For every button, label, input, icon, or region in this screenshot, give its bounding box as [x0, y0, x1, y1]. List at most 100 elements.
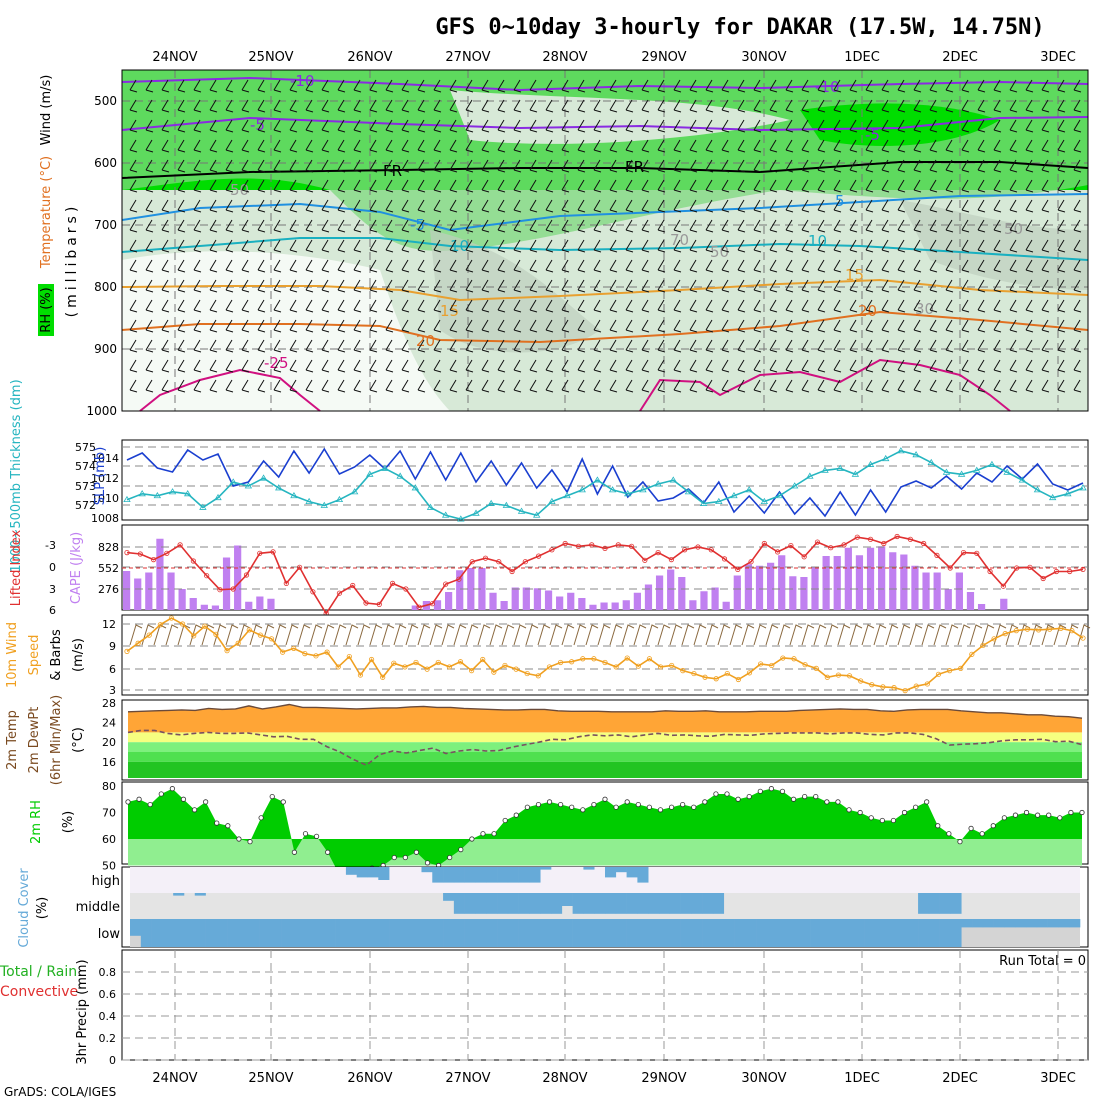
wind-barb	[673, 219, 682, 233]
wind-speed-point	[179, 621, 186, 627]
wind-barb	[561, 279, 570, 293]
wind-speed-point	[724, 670, 730, 677]
rh2m-point	[580, 807, 586, 813]
wind-barb	[673, 119, 682, 133]
wind-barb	[753, 139, 762, 153]
wind-barb	[945, 379, 954, 393]
cloud-bar-low	[291, 919, 304, 947]
wind10m-barb	[417, 624, 431, 646]
wind-barb	[641, 339, 650, 353]
wind10m-barb	[705, 624, 719, 646]
wind-barb	[241, 299, 250, 313]
wind-speed-point	[324, 649, 330, 655]
wind-barb	[305, 159, 314, 173]
wind-barb	[817, 79, 826, 93]
cape-bar	[189, 598, 197, 610]
y-tick-slp: 1008	[91, 512, 119, 525]
date-label-bottom: 30NOV	[741, 1071, 786, 1086]
cloud-bar-low	[421, 919, 433, 947]
thickness-point	[168, 488, 177, 495]
lifted-index-point	[974, 550, 980, 556]
wind-barb	[961, 179, 970, 193]
wind-barb	[913, 279, 922, 293]
wind-barb	[737, 319, 746, 333]
wind-barb	[865, 199, 874, 213]
wind-barb	[769, 179, 778, 193]
wind-speed-point	[335, 664, 341, 670]
wind-barb	[241, 99, 250, 113]
contour-line	[121, 310, 1089, 344]
date-label-bottom: 25NOV	[248, 1071, 293, 1086]
wind-barb	[225, 159, 234, 173]
wind-barb	[257, 379, 266, 393]
wind-barb	[833, 79, 842, 93]
wind-barb	[993, 199, 1002, 213]
wind-barb	[721, 359, 730, 373]
wind-barb	[1009, 219, 1018, 233]
cloud-bar-low	[691, 919, 703, 947]
thickness-point	[624, 490, 632, 497]
cape-bar	[578, 598, 586, 610]
wind-barb	[417, 339, 426, 353]
y-tick-wind: 3	[109, 684, 116, 697]
wind-barb	[305, 379, 314, 393]
wind-barb	[641, 379, 650, 393]
cloud-bar-low	[918, 919, 930, 947]
wind-speed-point	[613, 664, 619, 670]
cloud-bar-low	[237, 919, 250, 947]
y-tick-temp: 16	[102, 756, 116, 769]
wind-barb	[145, 199, 154, 213]
wind-barb	[449, 319, 458, 333]
lifted-index-point	[814, 539, 821, 545]
lifted-index-point	[642, 557, 648, 563]
wind-speed-point	[224, 648, 230, 654]
wind-barb	[913, 239, 922, 253]
rh2m-point	[1035, 812, 1041, 818]
wind-barb	[1009, 159, 1018, 173]
wind-barb	[129, 79, 138, 93]
lifted-index-point	[456, 576, 462, 582]
wind-barb	[721, 219, 730, 233]
wind-barb	[881, 199, 890, 213]
wind-barb	[321, 299, 330, 313]
wind-barb	[305, 339, 314, 353]
wind-barb	[833, 219, 842, 233]
wind-barb	[401, 159, 410, 173]
wind-barb	[353, 79, 362, 93]
wind-barb	[1041, 199, 1050, 213]
wind-barb	[737, 179, 746, 193]
cape-bar	[700, 591, 708, 610]
cloud-bar-low	[756, 919, 768, 947]
thickness-point	[821, 466, 829, 473]
lifted-index-point	[682, 547, 688, 553]
wind-barb	[913, 299, 922, 313]
wind-speed-point	[135, 640, 141, 646]
wind-barb	[225, 279, 234, 293]
pressure-axis-label: (millibars)	[64, 203, 80, 318]
y-tick-cape: 828	[98, 541, 119, 554]
wind-barb	[849, 99, 858, 113]
wind-barb	[1057, 179, 1066, 193]
thickness-point	[335, 495, 344, 503]
wind-barb	[257, 279, 266, 293]
rh2m-point	[1068, 809, 1074, 816]
wind-barb	[817, 379, 826, 393]
wind-barb	[801, 319, 810, 333]
lifted-index-point	[522, 559, 528, 565]
wind-barb	[321, 379, 330, 393]
contour-label: 15	[845, 266, 864, 284]
wind-barb	[465, 199, 474, 213]
lifted-index-point	[668, 556, 674, 563]
wind-barb	[257, 239, 266, 253]
cape-bar	[878, 546, 886, 610]
wind-barb	[481, 379, 490, 393]
wind-barb	[817, 199, 826, 213]
wind-barb	[641, 299, 650, 313]
wind-barb	[913, 79, 922, 93]
cloud-unit-label: (%)	[35, 897, 50, 920]
wind-barb	[689, 179, 698, 193]
wind-barb	[401, 359, 410, 373]
wind-speed-point	[569, 659, 575, 665]
wind-barb	[1041, 79, 1050, 93]
wind10m-barb	[549, 624, 563, 646]
